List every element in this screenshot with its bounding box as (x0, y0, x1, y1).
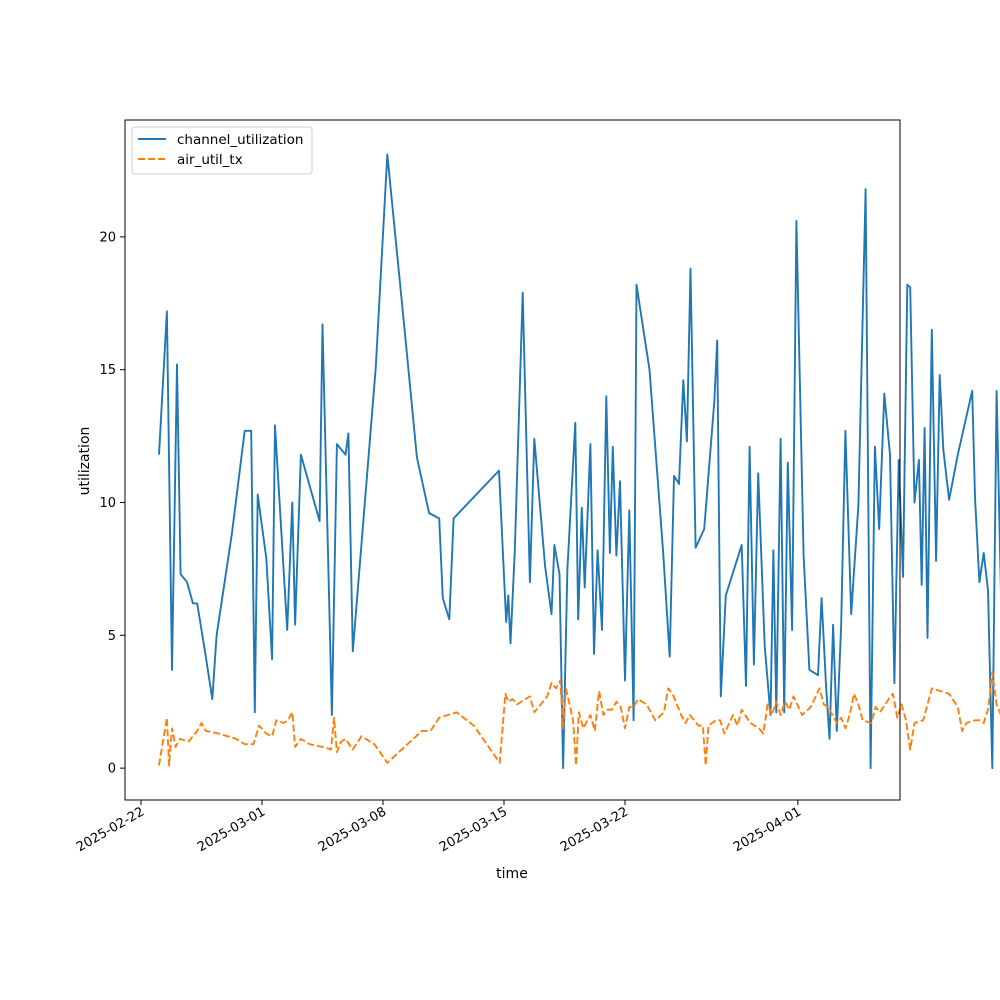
legend: channel_utilization air_util_tx (131, 126, 313, 175)
y-tick-label: 20 (99, 230, 116, 245)
series-line-channel-utilization (158, 153, 1000, 770)
y-tick-label: 0 (108, 762, 116, 777)
plot-area-frame (124, 119, 901, 801)
y-axis-label: utilization (77, 427, 93, 496)
y-tick-label: 10 (99, 496, 116, 511)
series-line-air-util-tx (158, 671, 1000, 767)
y-tick-label: 5 (108, 629, 116, 644)
legend-frame (131, 126, 313, 175)
y-axis-ticks: 0 5 10 15 20 (99, 230, 125, 777)
legend-label-air-util-tx: air_util_tx (177, 152, 243, 168)
y-tick-label: 15 (99, 363, 116, 378)
legend-label-channel-utilization: channel_utilization (177, 132, 304, 148)
plot-lines (158, 153, 1000, 770)
x-axis-label: time (496, 866, 528, 882)
